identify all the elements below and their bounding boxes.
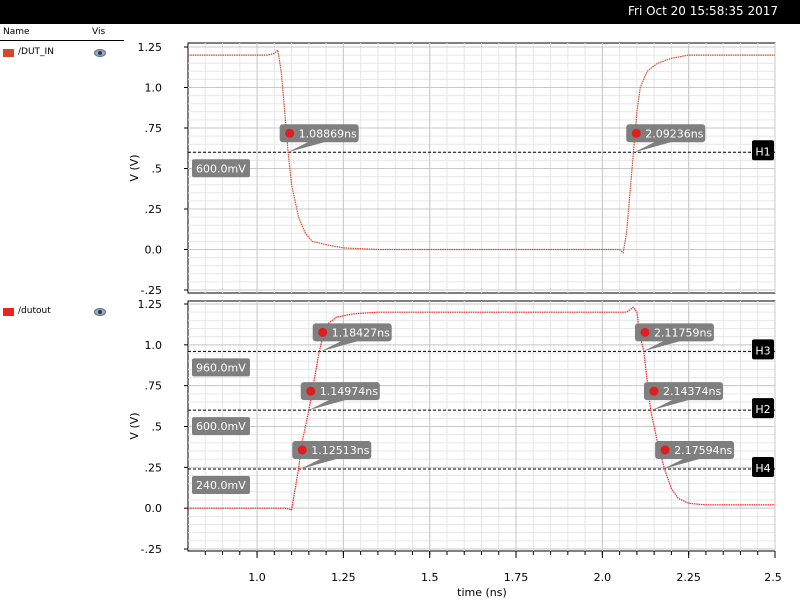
- marker-value-box: [192, 417, 250, 436]
- y-tick-label: -.25: [141, 543, 162, 556]
- crossing-time-label: 2.11759ns: [654, 326, 712, 339]
- marker-id-badge: [752, 456, 774, 477]
- status-bar: Fri Oct 20 15:58:35 2017: [0, 0, 800, 24]
- signal-name: /DUT_IN: [18, 47, 54, 57]
- y-tick-label: 1.25: [138, 298, 163, 311]
- signal-row-dut-in[interactable]: /DUT_IN: [0, 46, 124, 60]
- callout-pointer: [320, 340, 361, 352]
- y-axis-label: V (V): [128, 154, 141, 181]
- crossing-time-label: 1.12513ns: [311, 444, 369, 457]
- marker-value-label: 960.0mV: [196, 361, 246, 374]
- crossing-time-label: 1.14974ns: [320, 385, 378, 398]
- signal-color-swatch: [3, 308, 14, 316]
- y-tick-label: 0.0: [145, 244, 163, 257]
- legend-vis-header: Vis: [92, 27, 106, 37]
- legend-header: Name Vis: [0, 26, 124, 41]
- crossing-time-label: 2.09236ns: [645, 127, 703, 140]
- plot-panel-1: 1.25 1.0 .75 .5 .25 0.0 -.25 V (V) 600.0mV H1 1.08…: [128, 41, 776, 297]
- callout-dot: [649, 386, 659, 396]
- marker-value-label: 240.0mV: [196, 479, 246, 492]
- y-tick-label: .75: [145, 122, 163, 135]
- signal-color-swatch: [3, 49, 14, 57]
- marker-id-label: H1: [755, 145, 770, 158]
- callout-box: [626, 124, 706, 143]
- waveform-plot[interactable]: 1.25 1.0 .75 .5 .25 0.0 -.25 V (V) 600.0mV H1 1.08…: [0, 24, 800, 600]
- callout-box: [300, 382, 380, 401]
- eye-icon[interactable]: [94, 308, 106, 316]
- eye-icon[interactable]: [94, 49, 106, 57]
- x-axis: 1.0 1.25 1.5 1.75 2.0 2.25 2.5 time (ns): [204, 551, 782, 599]
- y-tick-label: 0.0: [145, 502, 163, 515]
- callout-pointer: [663, 457, 704, 469]
- crossing-time-label: 1.18427ns: [332, 326, 390, 339]
- marker-id-badge: [752, 140, 774, 161]
- callout-box: [279, 124, 359, 143]
- callout-dot: [297, 445, 307, 455]
- marker-value-label: 600.0mV: [196, 162, 246, 175]
- callout-dot: [285, 128, 295, 138]
- callout-box: [655, 440, 735, 459]
- signal-row-dutout[interactable]: /dutout: [0, 305, 124, 319]
- marker-value-box: [192, 475, 250, 494]
- callout-dot: [631, 128, 641, 138]
- x-tick-label: 1.0: [248, 571, 266, 584]
- callout-box: [292, 440, 372, 459]
- y-axis-label: V (V): [128, 412, 141, 439]
- x-tick-label: 2.0: [594, 571, 612, 584]
- y-tick-label: 1.25: [138, 41, 163, 54]
- y-tick-label: .5: [152, 421, 163, 434]
- callout-dot: [318, 327, 328, 337]
- y-tick-label: 1.0: [145, 339, 163, 352]
- marker-value-box: [192, 358, 250, 377]
- y-tick-label: -.25: [141, 284, 162, 297]
- plot-panel-2: 1.25 1.0 .75 .5 .25 0.0 -.25 V (V) 960.0mV H3 600.…: [128, 298, 776, 556]
- series-line: [188, 48, 775, 254]
- callout-dot: [660, 445, 670, 455]
- marker-id-label: H2: [755, 403, 770, 416]
- marker-id-label: H3: [755, 344, 770, 357]
- callout-box: [312, 323, 392, 342]
- signal-legend: Name Vis /DUT_IN /dutout: [0, 24, 124, 600]
- x-tick-label: 2.25: [676, 571, 701, 584]
- callout-pointer: [634, 141, 675, 153]
- y-tick-label: .75: [145, 380, 163, 393]
- callout-pointer: [300, 457, 341, 469]
- callout-dot: [640, 327, 650, 337]
- callout-pointer: [642, 340, 683, 352]
- crossing-time-label: 1.08869ns: [299, 127, 357, 140]
- marker-value-box: [192, 159, 250, 178]
- y-tick-label: .25: [145, 203, 163, 216]
- x-tick-label: 1.5: [421, 571, 439, 584]
- y-tick-label: .25: [145, 461, 163, 474]
- y-tick-label: 1.0: [145, 82, 163, 95]
- series-line: [188, 306, 775, 511]
- marker-id-badge: [752, 339, 774, 360]
- marker-id-badge: [752, 398, 774, 419]
- callout-dot: [306, 386, 316, 396]
- callout-pointer: [651, 399, 692, 411]
- datetime-label: Fri Oct 20 15:58:35 2017: [627, 4, 778, 18]
- legend-name-header: Name: [3, 27, 30, 37]
- x-tick-label: 2.5: [764, 571, 782, 584]
- callout-pointer: [287, 141, 328, 153]
- callout-pointer: [308, 399, 349, 411]
- signal-name: /dutout: [18, 306, 51, 316]
- y-tick-label: .5: [152, 163, 163, 176]
- crossing-time-label: 2.17594ns: [674, 444, 732, 457]
- x-tick-label: 1.25: [331, 571, 356, 584]
- marker-id-label: H4: [755, 462, 770, 475]
- callout-box: [643, 382, 723, 401]
- x-tick-label: 1.75: [504, 571, 529, 584]
- crossing-time-label: 2.14374ns: [663, 385, 721, 398]
- callout-box: [634, 323, 714, 342]
- marker-value-label: 600.0mV: [196, 420, 246, 433]
- x-axis-label: time (ns): [457, 586, 507, 599]
